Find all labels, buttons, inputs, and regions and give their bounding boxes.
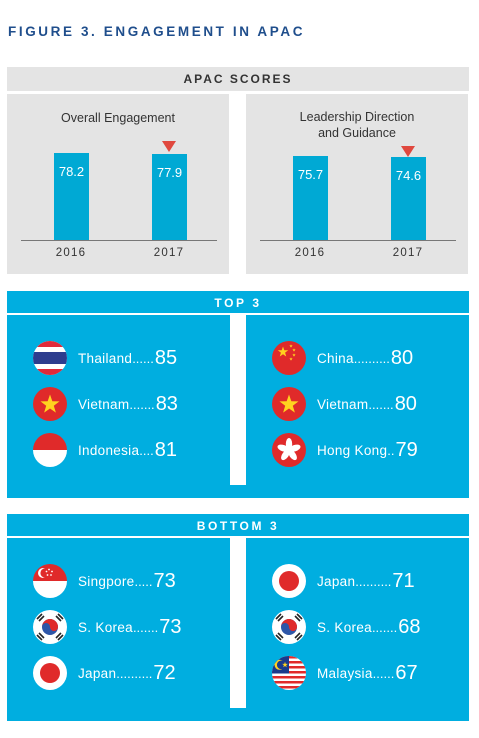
leader-dots: ....... xyxy=(132,619,159,635)
rank-row-right: S. Korea....... 68 xyxy=(272,610,420,644)
country-score: 67 xyxy=(395,661,418,684)
top3-section: TOP 3 Thailand ...... 85 Vietnam....... 83 I… xyxy=(7,291,469,498)
rank-row-right: Malaysia ...... 67 xyxy=(272,656,418,690)
country-score: 72 xyxy=(153,661,176,684)
malaysia-flag-icon xyxy=(272,656,306,690)
leader-dots: ..... xyxy=(134,573,153,589)
header-divider xyxy=(7,536,469,538)
header-divider xyxy=(7,313,469,315)
bar-value: 74.6 xyxy=(395,167,422,183)
country-score: 73 xyxy=(159,615,182,638)
leader-dots: ....... xyxy=(129,396,155,412)
panel-title: Overall Engagement xyxy=(7,110,229,126)
country-score: 68 xyxy=(398,615,421,638)
leader-dots: .......... xyxy=(353,350,390,366)
singapore-flag-icon xyxy=(33,564,67,598)
rank-row-right: Vietnam....... 80 xyxy=(272,387,417,421)
leader-dots: .... xyxy=(139,442,154,458)
panel-title: Leadership Direction and Guidance xyxy=(246,109,468,141)
leader-dots: ....... xyxy=(368,396,394,412)
leadership-direction-panel: Leadership Direction and Guidance 75.7 7… xyxy=(246,94,468,274)
vietnam-flag-icon xyxy=(33,387,67,421)
bar-value: 78.2 xyxy=(58,163,85,179)
year-label: 2016 xyxy=(294,247,326,259)
column-divider xyxy=(230,315,246,485)
country-name: Indonesia xyxy=(78,442,140,458)
year-label: 2016 xyxy=(55,247,87,259)
country-name: Singpore xyxy=(78,573,135,589)
hong-kong-flag-icon xyxy=(272,433,306,467)
thailand-flag-icon xyxy=(33,341,67,375)
country-name: Malaysia xyxy=(317,665,373,681)
rank-row-left: Japan .......... 72 xyxy=(33,656,176,690)
bar-value: 77.9 xyxy=(156,164,183,180)
bar-2016: 75.7 xyxy=(293,155,328,240)
bar-2017: 74.6 xyxy=(391,156,426,240)
country-name: Vietnam xyxy=(78,396,130,412)
apac-scores-header: APAC SCORES xyxy=(7,67,469,91)
country-name: Hong Kong xyxy=(317,442,388,458)
decline-arrow-icon xyxy=(162,141,176,152)
bar-2016: 78.2 xyxy=(54,152,89,240)
bottom3-section: BOTTOM 3 Singpore ..... 73 S. Korea.......… xyxy=(7,514,469,721)
country-score: 80 xyxy=(390,346,414,369)
vietnam-flag-icon xyxy=(272,387,306,421)
country-score: 79 xyxy=(395,438,418,461)
rank-row-left: Vietnam....... 83 xyxy=(33,387,178,421)
overall-engagement-panel: Overall Engagement 78.2 77.9 2016 2017 xyxy=(7,94,229,274)
south-korea-flag-icon xyxy=(272,610,306,644)
japan-flag-icon xyxy=(33,656,67,690)
country-name: Thailand xyxy=(78,350,133,366)
panel-title-line: and Guidance xyxy=(318,126,396,140)
country-score: 80 xyxy=(394,392,417,415)
country-name: S. Korea xyxy=(317,619,372,635)
decline-arrow-icon xyxy=(401,146,415,157)
year-label: 2017 xyxy=(153,247,185,259)
rank-row-left: S. Korea....... 73 xyxy=(33,610,181,644)
country-score: 71 xyxy=(392,569,415,592)
leader-dots: ....... xyxy=(371,619,398,635)
bar-value: 75.7 xyxy=(297,166,324,182)
panel-title-line: Overall Engagement xyxy=(61,111,175,125)
leader-dots: .......... xyxy=(116,665,153,681)
bottom3-header: BOTTOM 3 xyxy=(196,519,280,533)
bar-2017: 77.9 xyxy=(152,153,187,240)
leader-dots: ...... xyxy=(132,350,154,366)
country-score: 85 xyxy=(154,346,178,369)
x-axis-baseline xyxy=(260,240,456,241)
rank-row-left: Indonesia .... 81 xyxy=(33,433,177,467)
column-divider xyxy=(230,538,246,708)
country-score: 83 xyxy=(155,392,178,415)
country-name: China xyxy=(317,350,354,366)
country-name: S. Korea xyxy=(78,619,133,635)
country-name: Japan xyxy=(78,665,117,681)
rank-row-right: Japan .......... 71 xyxy=(272,564,415,598)
rank-row-left: Singpore ..... 73 xyxy=(33,564,176,598)
south-korea-flag-icon xyxy=(33,610,67,644)
japan-flag-icon xyxy=(272,564,306,598)
country-name: Japan xyxy=(317,573,356,589)
leader-dots: .. xyxy=(387,442,395,458)
country-score: 81 xyxy=(154,438,177,461)
leader-dots: ...... xyxy=(372,665,395,681)
top3-header: TOP 3 xyxy=(214,296,262,310)
country-name: Vietnam xyxy=(317,396,369,412)
china-flag-icon xyxy=(272,341,306,375)
leader-dots: .......... xyxy=(355,573,392,589)
figure-title: FIGURE 3. ENGAGEMENT IN APAC xyxy=(8,24,306,39)
rank-row-right: China.......... 80 xyxy=(272,341,413,375)
panel-title-line: Leadership Direction xyxy=(299,110,415,124)
rank-row-right: Hong Kong .. 79 xyxy=(272,433,418,467)
country-score: 73 xyxy=(153,569,176,592)
indonesia-flag-icon xyxy=(33,433,67,467)
year-label: 2017 xyxy=(392,247,424,259)
rank-row-left: Thailand ...... 85 xyxy=(33,341,177,375)
x-axis-baseline xyxy=(21,240,217,241)
